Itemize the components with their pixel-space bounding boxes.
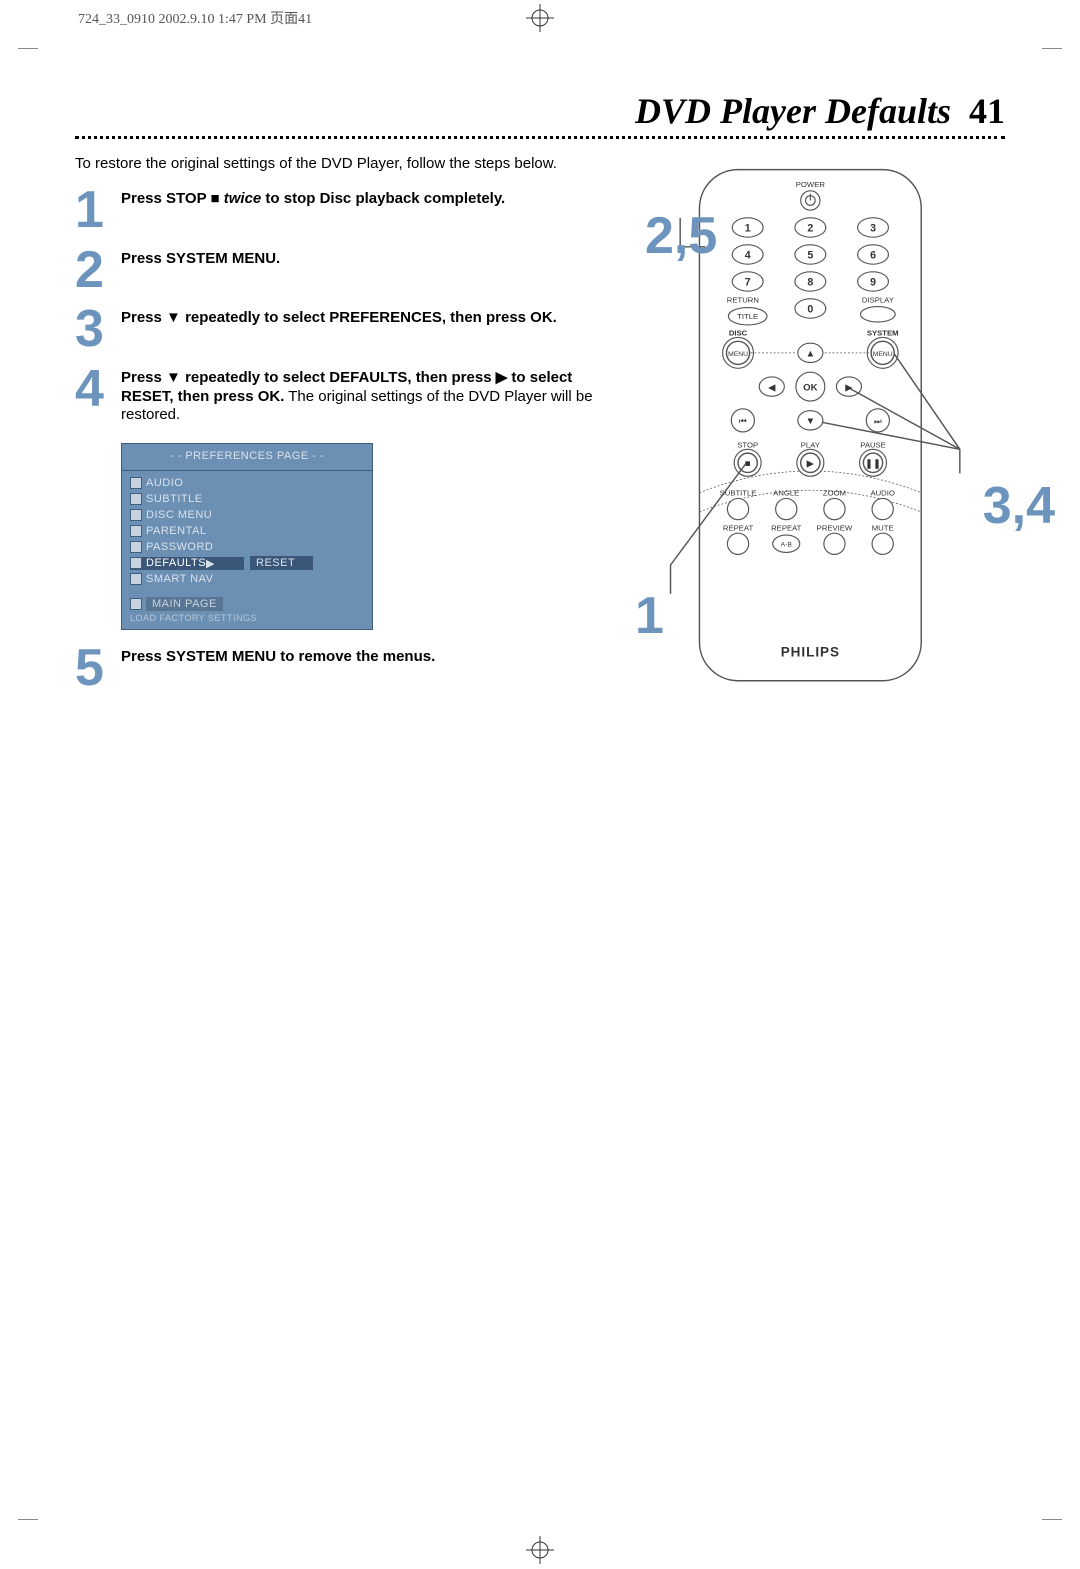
svg-text:▶: ▶	[807, 459, 815, 470]
title-text: DVD Player Defaults	[635, 91, 951, 131]
svg-text:ANGLE: ANGLE	[773, 489, 799, 498]
remote-illustration: .rline{fill:none;stroke:#555;stroke-widt…	[635, 160, 1005, 700]
svg-text:PREVIEW: PREVIEW	[817, 523, 853, 532]
svg-text:6: 6	[870, 249, 876, 261]
menu-item: DEFAULTS▶RESET	[122, 555, 372, 571]
step-1: 1 Press STOP ■ twice to stop Disc playba…	[75, 190, 615, 232]
svg-text:MUTE: MUTE	[872, 523, 894, 532]
steps-column: 1 Press STOP ■ twice to stop Disc playba…	[75, 190, 615, 690]
step-body: Press ▼ repeatedly to select PREFERENCES…	[121, 309, 615, 328]
svg-text:7: 7	[745, 276, 751, 288]
menu-item: AUDIO	[122, 475, 372, 491]
crop-corner-bl	[18, 1519, 38, 1520]
svg-text:MENU: MENU	[728, 351, 748, 358]
menu-mainpage: MAIN PAGE	[122, 597, 372, 611]
svg-text:PLAY: PLAY	[801, 440, 820, 449]
menu-item: DISC MENU	[122, 507, 372, 523]
svg-text:A-B: A-B	[781, 542, 793, 549]
svg-text:OK: OK	[803, 382, 817, 393]
svg-text:MENU: MENU	[873, 351, 893, 358]
svg-text:ZOOM: ZOOM	[823, 489, 846, 498]
svg-text:PAUSE: PAUSE	[860, 440, 886, 449]
page-title: DVD Player Defaults 41	[75, 90, 1005, 132]
preferences-menu: - - PREFERENCES PAGE - - AUDIOSUBTITLEDI…	[121, 443, 373, 630]
svg-text:3: 3	[870, 222, 876, 234]
svg-text:SUBTITLE: SUBTITLE	[720, 489, 757, 498]
svg-text:DISC: DISC	[729, 329, 748, 338]
svg-text:9: 9	[870, 276, 876, 288]
step-body: Press SYSTEM MENU.	[121, 250, 615, 269]
svg-text:▼: ▼	[806, 416, 816, 427]
step-number: 5	[75, 648, 121, 690]
svg-text:REPEAT: REPEAT	[723, 523, 754, 532]
menu-item: PASSWORD	[122, 539, 372, 555]
step-number: 3	[75, 309, 121, 351]
step-5: 5 Press SYSTEM MENU to remove the menus.	[75, 648, 615, 690]
step-body: Press STOP ■ twice to stop Disc playback…	[121, 190, 615, 209]
svg-text:TITLE: TITLE	[737, 312, 758, 321]
menu-item: PARENTAL	[122, 523, 372, 539]
crop-corner-tr	[1042, 48, 1062, 49]
menu-items: AUDIOSUBTITLEDISC MENUPARENTALPASSWORDDE…	[122, 475, 372, 587]
svg-text:STOP: STOP	[737, 440, 758, 449]
svg-text:REPEAT: REPEAT	[771, 523, 802, 532]
step-number: 2	[75, 250, 121, 292]
print-header: 724_33_0910 2002.9.10 1:47 PM 页面41	[78, 8, 312, 28]
svg-text:4: 4	[745, 249, 751, 261]
step-body: Press ▼ repeatedly to select DEFAULTS, t…	[121, 369, 615, 425]
svg-text:RETURN: RETURN	[727, 296, 759, 305]
callout-34: 3,4	[983, 480, 1055, 532]
svg-text:▲: ▲	[806, 349, 816, 360]
step-3: 3 Press ▼ repeatedly to select PREFERENC…	[75, 309, 615, 351]
svg-text:8: 8	[807, 276, 813, 288]
svg-text:SYSTEM: SYSTEM	[867, 329, 899, 338]
menu-item: SMART NAV	[122, 571, 372, 587]
svg-text:⏭: ⏭	[874, 416, 882, 426]
svg-text:❚❚: ❚❚	[865, 459, 881, 470]
menu-mainpage-label: MAIN PAGE	[146, 597, 223, 611]
svg-text:▶: ▶	[845, 382, 853, 393]
step-number: 4	[75, 369, 121, 411]
step-4: 4 Press ▼ repeatedly to select DEFAULTS,…	[75, 369, 615, 425]
crop-mark-top	[526, 4, 554, 32]
menu-footer: LOAD FACTORY SETTINGS	[122, 611, 372, 625]
menu-item: SUBTITLE	[122, 491, 372, 507]
page: 724_33_0910 2002.9.10 1:47 PM 页面41 DVD P…	[0, 0, 1080, 1568]
svg-text:2: 2	[807, 222, 813, 234]
svg-text:PHILIPS: PHILIPS	[781, 645, 840, 660]
callout-1: 1	[635, 590, 664, 642]
svg-text:DISPLAY: DISPLAY	[862, 296, 894, 305]
svg-text:0: 0	[807, 303, 813, 315]
svg-text:POWER: POWER	[796, 180, 826, 189]
svg-text:⏮: ⏮	[739, 416, 747, 426]
svg-text:AUDIO: AUDIO	[870, 489, 894, 498]
dotted-rule	[75, 136, 1005, 139]
step-2: 2 Press SYSTEM MENU.	[75, 250, 615, 292]
svg-text:◀: ◀	[768, 382, 776, 393]
crop-mark-bottom	[526, 1536, 554, 1564]
svg-text:1: 1	[745, 222, 751, 234]
crop-corner-br	[1042, 1519, 1062, 1520]
menu-title: - - PREFERENCES PAGE - -	[122, 448, 372, 468]
crop-corner-tl	[18, 48, 38, 49]
step-body: Press SYSTEM MENU to remove the menus.	[121, 648, 615, 667]
page-number: 41	[969, 91, 1005, 131]
step-number: 1	[75, 190, 121, 232]
svg-text:5: 5	[807, 249, 813, 261]
callout-25: 2,5	[645, 210, 717, 262]
